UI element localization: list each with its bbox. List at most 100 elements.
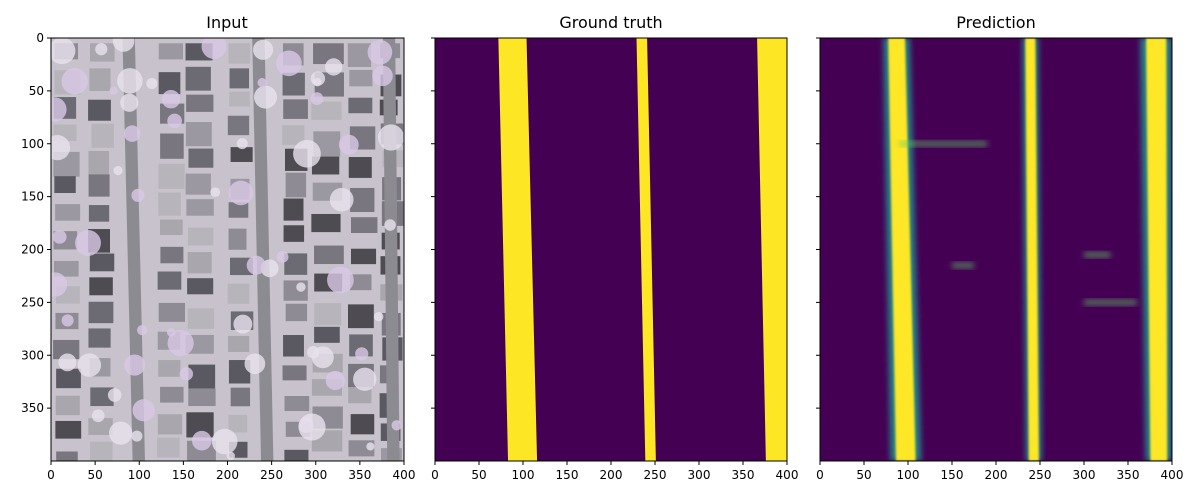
house-roof bbox=[187, 308, 215, 329]
x-tick-label: 150 bbox=[941, 468, 964, 482]
x-tick-label: 400 bbox=[393, 468, 416, 482]
input-image-panel bbox=[51, 38, 404, 461]
prediction-artifact bbox=[952, 262, 974, 269]
house-roof bbox=[349, 69, 373, 87]
tree-canopy bbox=[51, 38, 76, 65]
house-roof bbox=[282, 125, 305, 145]
tree-canopy bbox=[51, 134, 71, 161]
house-roof bbox=[157, 271, 182, 290]
tree-canopy bbox=[253, 85, 278, 109]
house-roof bbox=[88, 301, 114, 324]
ground-truth-mask-panel bbox=[435, 38, 787, 461]
house-roof bbox=[228, 414, 248, 433]
tree-canopy bbox=[77, 353, 102, 377]
house-roof bbox=[348, 157, 372, 178]
tree-canopy bbox=[338, 134, 359, 155]
prediction-road-band bbox=[888, 38, 916, 461]
prediction-road-bands bbox=[883, 38, 1172, 461]
house-roof bbox=[88, 328, 111, 348]
tree-canopy bbox=[61, 68, 88, 95]
house-roof bbox=[188, 148, 214, 168]
house-roof bbox=[157, 414, 183, 435]
house-roof bbox=[350, 217, 378, 234]
y-tick-label: 50 bbox=[29, 84, 44, 98]
house-roof bbox=[158, 302, 186, 322]
house-roof bbox=[55, 420, 82, 439]
tree-canopy bbox=[109, 86, 118, 95]
house-roof bbox=[350, 187, 375, 213]
house-roof bbox=[88, 99, 111, 121]
house-roof bbox=[311, 213, 341, 233]
x-tick-label: 250 bbox=[260, 468, 283, 482]
house-roof bbox=[314, 245, 344, 265]
tree-canopy bbox=[310, 92, 324, 106]
tree-canopy bbox=[233, 314, 253, 334]
tree-canopy bbox=[236, 138, 248, 150]
house-roof bbox=[229, 91, 250, 107]
y-tick-label: 200 bbox=[21, 243, 44, 257]
tree-canopy bbox=[313, 78, 322, 87]
prediction-artifact bbox=[1084, 251, 1111, 258]
house-roof bbox=[282, 72, 305, 96]
y-tick-label: 150 bbox=[21, 190, 44, 204]
y-tick-label: 0 bbox=[36, 31, 44, 45]
house-roof bbox=[230, 147, 253, 162]
x-tick-label: 250 bbox=[1029, 468, 1052, 482]
street bbox=[252, 38, 274, 461]
tree-canopy bbox=[124, 354, 146, 376]
tree-canopy bbox=[252, 39, 274, 60]
house-roof bbox=[284, 396, 310, 412]
house-roof bbox=[350, 248, 377, 265]
ground-truth-road-band bbox=[757, 38, 787, 461]
tree-canopy bbox=[293, 139, 321, 168]
house-roof bbox=[229, 257, 253, 276]
tree-canopy bbox=[384, 219, 396, 231]
tree-canopy bbox=[355, 347, 369, 361]
tree-canopy bbox=[298, 413, 326, 441]
tree-canopy bbox=[244, 353, 266, 375]
house-roof bbox=[90, 387, 114, 407]
house-roof bbox=[88, 205, 110, 222]
prediction-background bbox=[820, 38, 1172, 461]
house-roof bbox=[187, 227, 214, 246]
tree-canopy bbox=[113, 166, 123, 176]
tree-canopy bbox=[367, 39, 393, 65]
tree-canopy bbox=[132, 399, 155, 422]
tree-canopy bbox=[131, 188, 145, 202]
house-roof bbox=[56, 451, 78, 461]
tree-canopy bbox=[366, 442, 375, 451]
house-roof bbox=[158, 43, 184, 60]
x-tick-label: 50 bbox=[87, 468, 102, 482]
house-roof bbox=[88, 174, 110, 197]
house-roof bbox=[283, 335, 304, 357]
tree-canopy bbox=[112, 38, 135, 52]
tree-canopy bbox=[373, 311, 384, 322]
house-roof bbox=[158, 360, 181, 377]
prediction-artifact bbox=[899, 140, 988, 147]
x-tick-label: 0 bbox=[816, 468, 824, 482]
street bbox=[122, 38, 145, 461]
house-roof bbox=[283, 280, 308, 301]
tree-canopy bbox=[117, 68, 143, 94]
tree-canopy bbox=[131, 430, 143, 442]
house-roof bbox=[158, 72, 181, 95]
tree-canopy bbox=[167, 113, 182, 129]
x-tick-label: 100 bbox=[128, 468, 151, 482]
tree-canopy bbox=[161, 89, 181, 109]
prediction-road-band bbox=[1025, 38, 1039, 461]
x-tick-label: 400 bbox=[776, 468, 799, 482]
house-roof bbox=[55, 204, 81, 221]
house-roof bbox=[347, 304, 374, 329]
tree-canopy bbox=[353, 367, 377, 391]
tree-canopy bbox=[378, 124, 404, 151]
prediction-artifact bbox=[1084, 299, 1137, 306]
house-roof bbox=[349, 274, 372, 291]
x-tick-label: 0 bbox=[47, 468, 55, 482]
ground-truth-road-bands bbox=[498, 38, 787, 461]
panel-title-prediction: Prediction bbox=[956, 13, 1035, 32]
house-roof bbox=[314, 303, 342, 326]
x-tick-label: 300 bbox=[1073, 468, 1096, 482]
house-roof bbox=[160, 133, 184, 159]
house-roof bbox=[160, 386, 184, 403]
house-roof bbox=[314, 326, 340, 343]
